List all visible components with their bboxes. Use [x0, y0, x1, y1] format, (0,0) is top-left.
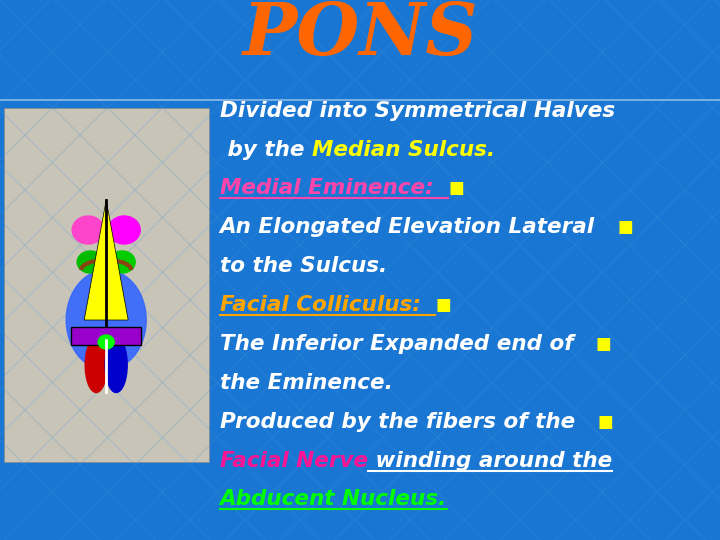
Text: Divided into Symmetrical Halves: Divided into Symmetrical Halves [220, 100, 615, 121]
Text: Medial Eminence:: Medial Eminence: [220, 178, 449, 199]
FancyBboxPatch shape [71, 327, 141, 345]
FancyBboxPatch shape [4, 108, 209, 462]
Text: ■: ■ [436, 296, 451, 314]
Text: Facial Nerve: Facial Nerve [220, 450, 368, 471]
Ellipse shape [108, 216, 140, 244]
Text: Facial Colliculus:: Facial Colliculus: [220, 295, 436, 315]
Text: ■: ■ [595, 335, 611, 353]
Text: by the: by the [220, 139, 312, 160]
Ellipse shape [72, 216, 104, 244]
Text: to the Sulcus.: to the Sulcus. [220, 256, 387, 276]
Text: Median Sulcus.: Median Sulcus. [312, 139, 495, 160]
Ellipse shape [98, 335, 114, 349]
Ellipse shape [85, 338, 107, 393]
Text: The Inferior Expanded end of: The Inferior Expanded end of [220, 334, 595, 354]
Ellipse shape [109, 251, 135, 273]
Polygon shape [84, 200, 128, 320]
Text: ■: ■ [598, 413, 613, 431]
Text: PONS: PONS [242, 0, 478, 71]
Text: Abducent Nucleus.: Abducent Nucleus. [220, 489, 446, 510]
Ellipse shape [77, 251, 103, 273]
Text: winding around the: winding around the [368, 450, 612, 471]
Text: the Eminence.: the Eminence. [220, 373, 392, 393]
Ellipse shape [66, 270, 146, 370]
Text: ■: ■ [617, 218, 633, 237]
Ellipse shape [105, 338, 127, 393]
Text: ■: ■ [449, 179, 464, 198]
Text: An Elongated Elevation Lateral: An Elongated Elevation Lateral [220, 217, 617, 238]
Text: Produced by the fibers of the: Produced by the fibers of the [220, 411, 598, 432]
